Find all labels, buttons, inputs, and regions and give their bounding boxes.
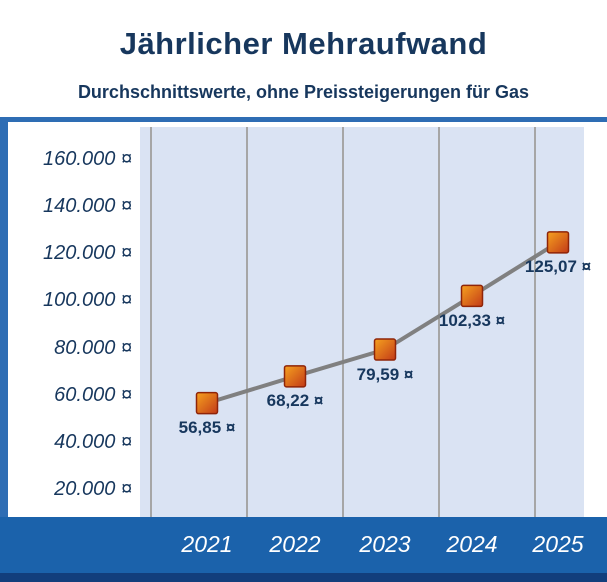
x-tick-label: 2022 [269,531,321,557]
gridline [534,127,536,517]
y-tick-label: 20.000 ¤ [54,478,132,500]
x-axis-bar [0,517,607,582]
gridline [246,127,248,517]
data-point-label: 68,22 ¤ [266,391,324,411]
data-point-label: 125,07 ¤ [524,257,592,277]
y-tick-label: 120.000 ¤ [43,242,132,265]
chart-title: Jährlicher Mehraufwand [119,26,488,61]
x-tick-label: 2024 [446,531,498,557]
x-tick-label: 2025 [532,531,584,557]
data-point-label: 56,85 ¤ [178,418,236,438]
gridline [150,127,152,517]
y-tick-label: 40.000 ¤ [54,430,132,453]
data-point-label: 102,33 ¤ [438,310,506,330]
y-tick-label: 80.000 ¤ [54,336,132,359]
chart-subtitle: Durchschnittswerte, ohne Preissteigerung… [77,82,530,102]
left-accent-bar [0,117,8,582]
y-tick-label: 160.000 ¤ [43,148,132,170]
x-tick-label: 2021 [181,531,233,557]
data-point-label: 79,59 ¤ [356,364,414,384]
y-tick-label: 140.000 ¤ [43,195,132,218]
y-tick-label: 100.000 ¤ [43,289,132,312]
y-tick-label: 60.000 ¤ [54,383,132,406]
gridline [342,127,344,517]
x-axis-bar-bottom-strip [0,573,607,582]
x-tick-label: 2023 [359,531,411,557]
divider-rule [0,117,607,122]
